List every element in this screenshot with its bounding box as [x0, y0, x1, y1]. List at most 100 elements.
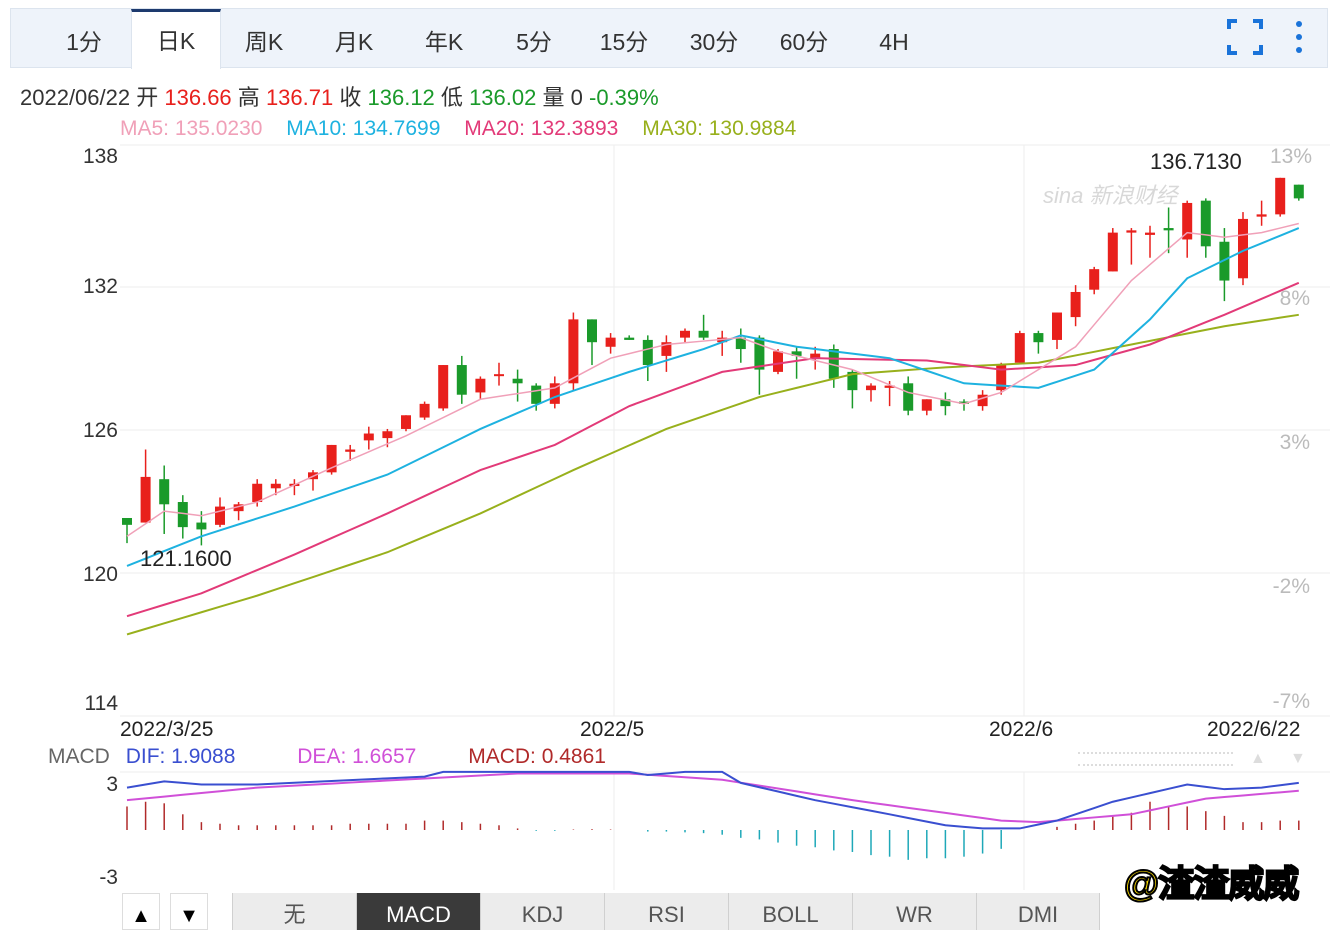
- fullscreen-icon[interactable]: [1227, 19, 1263, 55]
- candle-body: [159, 479, 170, 505]
- indicator-tab-rsi[interactable]: RSI: [604, 893, 728, 930]
- pct-tick-3: 3%: [1279, 431, 1310, 454]
- candle: [1182, 200, 1193, 258]
- candle-body: [959, 401, 969, 404]
- low-value: 136.02: [469, 85, 537, 110]
- candle-body: [605, 337, 616, 347]
- open-label: 开: [136, 85, 159, 110]
- candle: [977, 390, 988, 411]
- candle: [680, 328, 690, 343]
- candle-body: [549, 383, 560, 404]
- candle: [940, 392, 951, 416]
- tab-4h[interactable]: 4H: [879, 29, 909, 55]
- candle-body: [363, 433, 374, 441]
- tab-weekly-k[interactable]: 周K: [244, 29, 284, 55]
- candle-body: [1293, 184, 1304, 199]
- candle: [1107, 228, 1118, 272]
- max-price-label: 136.7130: [1150, 149, 1242, 174]
- more-options-icon[interactable]: [1293, 19, 1305, 55]
- user-watermark: @渣渣威威: [1123, 863, 1300, 904]
- tab-1min[interactable]: 1分: [66, 29, 102, 55]
- ma5-line: [126, 222, 1299, 537]
- ma10-legend: MA10: 134.7699: [286, 117, 441, 140]
- ma10-line: [126, 227, 1300, 567]
- tab-daily-k[interactable]: 日K: [131, 9, 221, 69]
- candle: [903, 376, 914, 416]
- candle: [1275, 177, 1286, 217]
- min-price-label: 121.1600: [140, 546, 232, 571]
- scroll-up-icon[interactable]: ▲: [1250, 750, 1266, 767]
- candle-body: [1238, 218, 1248, 279]
- ohlc-info: 2022/06/22 开 136.66 高 136.71 收 136.12 低 …: [20, 85, 659, 110]
- candle-body: [1070, 291, 1081, 318]
- candle: [921, 399, 932, 416]
- candle-body: [1107, 232, 1118, 272]
- tab-yearly-k[interactable]: 年K: [424, 29, 464, 55]
- candle: [773, 349, 783, 375]
- candle-body: [1014, 333, 1025, 363]
- candle: [791, 346, 802, 379]
- candle: [345, 444, 356, 461]
- high-value: 136.71: [265, 85, 334, 110]
- candle-body: [977, 394, 988, 407]
- indicator-tab-boll[interactable]: BOLL: [728, 893, 852, 930]
- y-tick-138: 138: [82, 145, 118, 168]
- dea-legend: DEA: 1.6657: [297, 745, 417, 768]
- candle: [531, 383, 542, 411]
- x-tick-may: 2022/5: [580, 718, 645, 741]
- candle-body: [1163, 228, 1174, 231]
- candle: [270, 479, 281, 496]
- candle-body: [233, 504, 244, 512]
- indicator-tab-wr[interactable]: WR: [852, 893, 976, 930]
- candle: [587, 319, 597, 366]
- indicator-tab-dmi[interactable]: DMI: [976, 893, 1100, 930]
- candle-body: [475, 378, 486, 393]
- candle: [512, 369, 523, 402]
- y-tick-126: 126: [82, 419, 118, 442]
- candle-body: [1126, 230, 1137, 233]
- scroll-down-icon[interactable]: ▼: [1290, 750, 1306, 767]
- move-down-button[interactable]: ▼: [170, 893, 208, 930]
- candle: [196, 511, 207, 546]
- change-percent: -0.39%: [589, 85, 659, 110]
- tab-monthly-k[interactable]: 月K: [334, 29, 374, 55]
- indicator-tab-none[interactable]: 无: [232, 893, 356, 930]
- tab-60min[interactable]: 60分: [779, 29, 829, 55]
- grid: [120, 144, 1330, 890]
- candle-body: [642, 339, 653, 366]
- candle-body: [252, 483, 263, 503]
- scroll-range-indicator[interactable]: [1078, 752, 1233, 766]
- candle: [438, 365, 449, 411]
- y-tick-132: 132: [82, 275, 118, 298]
- candle-body: [494, 374, 504, 377]
- tab-30min[interactable]: 30分: [689, 29, 739, 55]
- move-up-button[interactable]: ▲: [122, 893, 160, 930]
- dif-line: [126, 770, 1299, 830]
- candle-body: [1182, 202, 1193, 240]
- info-date: 2022/06/22: [20, 85, 131, 110]
- candle: [1052, 312, 1062, 350]
- candle: [847, 369, 858, 409]
- period-tab-bar: 1分 日K 周K 月K 年K 5分 15分 30分 60分 4H: [10, 8, 1328, 69]
- tab-5min[interactable]: 5分: [516, 29, 552, 55]
- candle-body: [940, 399, 951, 407]
- candle: [1163, 207, 1174, 254]
- candle-body: [1033, 333, 1044, 343]
- indicator-tab-kdj[interactable]: KDJ: [480, 893, 604, 930]
- close-value: 136.12: [367, 85, 435, 110]
- candle-body: [754, 337, 765, 370]
- tab-15min[interactable]: 15分: [599, 29, 649, 55]
- candle: [1014, 330, 1025, 363]
- candle: [475, 376, 486, 400]
- candle-body: [921, 399, 932, 411]
- candle-body: [140, 476, 151, 523]
- indicator-tab-macd[interactable]: MACD: [356, 893, 480, 930]
- pct-tick-m7: -7%: [1272, 690, 1310, 713]
- candle-body: [1275, 177, 1286, 215]
- candle: [308, 470, 318, 491]
- candle: [1089, 266, 1100, 295]
- candle-body: [1052, 312, 1062, 340]
- candle-body: [1089, 269, 1100, 290]
- candle: [661, 335, 672, 372]
- ma30-line: [126, 313, 1299, 636]
